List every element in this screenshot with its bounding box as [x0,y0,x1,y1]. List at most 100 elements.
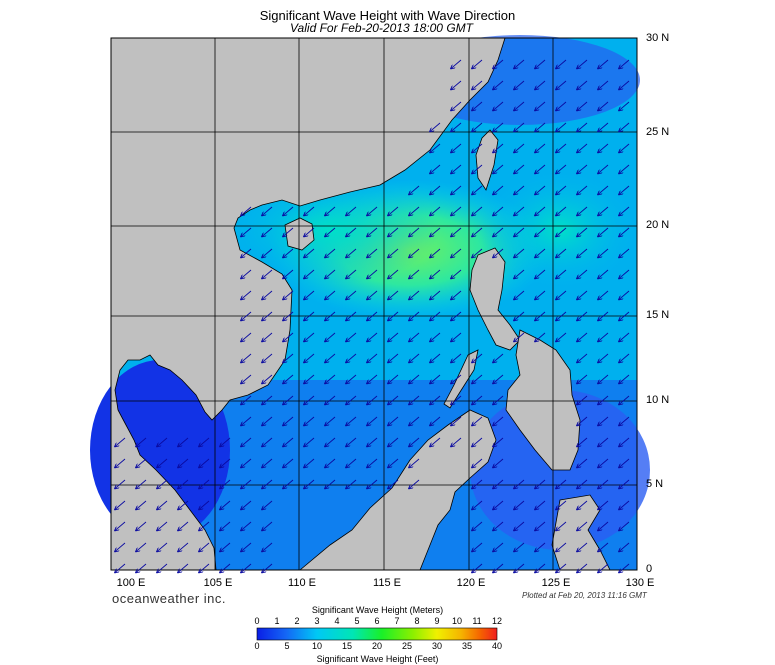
direction-arrow [598,395,609,404]
direction-arrow [619,479,630,488]
direction-arrow [598,206,609,215]
direction-arrow [367,479,378,488]
direction-arrow [430,416,441,425]
direction-arrow [304,332,315,341]
direction-arrow [472,59,483,68]
colorbar-gradient [256,627,498,641]
direction-arrow [535,521,546,530]
direction-arrow [262,227,273,236]
direction-arrow [451,101,462,110]
direction-arrow [304,311,315,320]
direction-arrow [577,227,588,236]
direction-arrow [199,542,210,551]
feet-tick: 30 [431,641,443,651]
direction-arrow [241,563,252,572]
direction-arrow [451,437,462,446]
lon-label: 120 E [456,577,486,589]
direction-arrow [598,311,609,320]
direction-arrow [409,395,420,404]
direction-arrow [451,332,462,341]
direction-arrow [325,290,336,299]
direction-arrow [409,290,420,299]
lon-label: 115 E [373,577,401,589]
direction-arrow [241,332,252,341]
direction-arrow [157,437,168,446]
direction-arrow [115,542,126,551]
direction-arrow [556,563,567,572]
direction-arrow [598,143,609,152]
direction-arrow [367,458,378,467]
direction-arrow [430,143,441,152]
direction-arrow [451,353,462,362]
direction-arrow [325,269,336,278]
direction-arrow [472,185,483,194]
direction-arrow [451,416,462,425]
direction-arrow [493,500,504,509]
direction-arrow [262,521,273,530]
direction-arrow [577,59,588,68]
direction-arrow [346,269,357,278]
direction-arrow [409,437,420,446]
direction-arrow [535,269,546,278]
direction-arrow [451,80,462,89]
direction-arrow [220,563,231,572]
direction-arrow [430,269,441,278]
direction-arrow [577,143,588,152]
direction-arrow [199,437,210,446]
direction-arrow [493,353,504,362]
direction-arrow [493,542,504,551]
direction-arrow [577,521,588,530]
lat-label: 5 N [646,478,664,490]
direction-arrow [367,353,378,362]
direction-arrow [136,458,147,467]
feet-tick: 15 [341,641,353,651]
direction-arrow [493,206,504,215]
direction-arrow [367,395,378,404]
direction-arrow [577,80,588,89]
direction-arrow [157,479,168,488]
direction-arrow [157,458,168,467]
direction-arrow [619,227,630,236]
direction-arrow [409,479,420,488]
direction-arrow [577,416,588,425]
direction-arrow [535,311,546,320]
direction-arrow [409,416,420,425]
brand-logo-text: oceanweather inc. [112,591,227,606]
direction-arrow [451,269,462,278]
direction-arrow [577,374,588,383]
direction-arrow [283,437,294,446]
direction-arrow [325,479,336,488]
direction-arrow [535,290,546,299]
direction-arrow [136,479,147,488]
lat-label: 20 N [646,219,670,231]
direction-arrow [241,500,252,509]
direction-arrow [304,353,315,362]
direction-arrow [262,500,273,509]
direction-arrow [619,311,630,320]
direction-arrow [262,269,273,278]
direction-arrow [430,437,441,446]
direction-arrow [262,563,273,572]
direction-arrow [304,290,315,299]
direction-arrow [619,290,630,299]
direction-arrow [367,332,378,341]
direction-arrow [325,416,336,425]
direction-arrow [577,353,588,362]
direction-arrow [241,395,252,404]
direction-arrow [556,269,567,278]
direction-arrow [556,59,567,68]
feet-tick: 5 [284,641,290,651]
direction-arrow [262,395,273,404]
direction-arrow [514,500,525,509]
direction-arrow [619,206,630,215]
feet-tick: 35 [461,641,473,651]
direction-arrow [220,479,231,488]
direction-arrow [535,479,546,488]
lon-label: 105 E [203,577,233,589]
wave-direction-arrows [115,59,630,572]
meters-tick: 12 [491,616,503,626]
direction-arrow [388,332,399,341]
lat-label: 30 N [646,32,670,44]
direction-arrow [262,248,273,257]
